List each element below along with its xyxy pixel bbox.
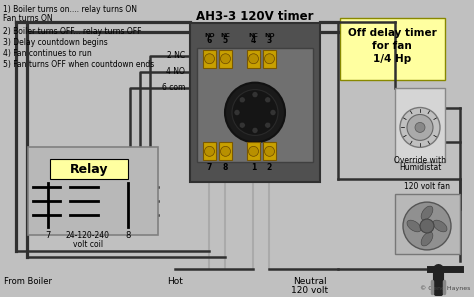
Text: 3) Delay countdown begins: 3) Delay countdown begins	[3, 38, 108, 47]
Text: 2 NC: 2 NC	[167, 51, 185, 60]
Bar	[203, 50, 216, 68]
FancyBboxPatch shape	[340, 18, 445, 80]
Bar	[203, 142, 216, 160]
Circle shape	[407, 115, 433, 140]
Ellipse shape	[421, 206, 433, 220]
Text: Hot: Hot	[167, 277, 183, 286]
Bar	[263, 50, 276, 68]
Circle shape	[264, 54, 274, 64]
Text: Off delay timer: Off delay timer	[347, 28, 437, 38]
Text: 4 NO: 4 NO	[166, 67, 185, 76]
Text: 4: 4	[251, 36, 256, 45]
Text: 1/4 Hp: 1/4 Hp	[373, 54, 411, 64]
Circle shape	[232, 90, 278, 135]
Circle shape	[420, 219, 434, 233]
Text: 5: 5	[223, 36, 228, 45]
Circle shape	[400, 108, 440, 147]
Text: Relay: Relay	[70, 163, 108, 176]
Text: 6: 6	[207, 36, 212, 45]
Ellipse shape	[421, 232, 433, 246]
Text: © Gene Haynes: © Gene Haynes	[419, 285, 470, 291]
Text: 4) Fan continues to run: 4) Fan continues to run	[3, 49, 92, 58]
Bar	[395, 88, 445, 162]
Text: 8: 8	[223, 163, 228, 172]
Circle shape	[264, 122, 271, 128]
Circle shape	[225, 83, 285, 142]
Text: 120 volt fan: 120 volt fan	[404, 182, 450, 191]
Circle shape	[415, 122, 425, 132]
Text: 2: 2	[267, 163, 272, 172]
Text: 5) Fan turns OFF when countdown ends: 5) Fan turns OFF when countdown ends	[3, 60, 154, 69]
Circle shape	[220, 146, 230, 156]
Circle shape	[248, 146, 258, 156]
Circle shape	[264, 146, 274, 156]
Text: 7: 7	[46, 231, 51, 240]
FancyBboxPatch shape	[50, 159, 128, 179]
Text: 2) Boiler turns OFF... relay turns OFF: 2) Boiler turns OFF... relay turns OFF	[3, 27, 142, 36]
Bar	[219, 50, 232, 68]
Text: AH3-3 120V timer: AH3-3 120V timer	[196, 10, 314, 23]
Text: 6 com: 6 com	[162, 83, 185, 92]
Text: 24-120-240: 24-120-240	[66, 231, 110, 240]
Circle shape	[239, 122, 245, 128]
Circle shape	[252, 91, 258, 98]
Circle shape	[270, 110, 276, 116]
Text: for fan: for fan	[372, 41, 412, 51]
Text: NO: NO	[204, 33, 215, 38]
Text: 120 volt: 120 volt	[292, 286, 328, 295]
Text: Fan turns ON: Fan turns ON	[3, 14, 53, 23]
Text: 8: 8	[125, 231, 131, 240]
Circle shape	[220, 54, 230, 64]
Text: 1) Boiler turns on.... relay turns ON: 1) Boiler turns on.... relay turns ON	[3, 5, 137, 14]
Bar	[219, 142, 232, 160]
Text: NC: NC	[248, 33, 258, 38]
Text: Override with: Override with	[394, 156, 446, 165]
Bar	[28, 147, 158, 235]
Bar	[395, 194, 460, 254]
Circle shape	[204, 146, 215, 156]
Bar	[190, 23, 320, 182]
Ellipse shape	[407, 220, 421, 232]
Bar	[197, 48, 313, 162]
Circle shape	[264, 97, 271, 103]
Text: volt coil: volt coil	[73, 240, 103, 249]
Circle shape	[204, 54, 215, 64]
Circle shape	[234, 110, 240, 116]
Text: Humidistat: Humidistat	[399, 163, 441, 172]
Circle shape	[239, 97, 245, 103]
Text: 7: 7	[207, 163, 212, 172]
Ellipse shape	[433, 220, 447, 232]
Bar	[247, 50, 260, 68]
Text: 3: 3	[267, 36, 272, 45]
Text: 1: 1	[251, 163, 256, 172]
Text: NC: NC	[220, 33, 230, 38]
Bar	[247, 142, 260, 160]
Circle shape	[248, 54, 258, 64]
Text: NO: NO	[264, 33, 275, 38]
Circle shape	[252, 127, 258, 133]
Bar	[263, 142, 276, 160]
Circle shape	[403, 202, 451, 250]
Text: Neutral: Neutral	[293, 277, 327, 286]
Text: From Boiler: From Boiler	[4, 277, 52, 286]
